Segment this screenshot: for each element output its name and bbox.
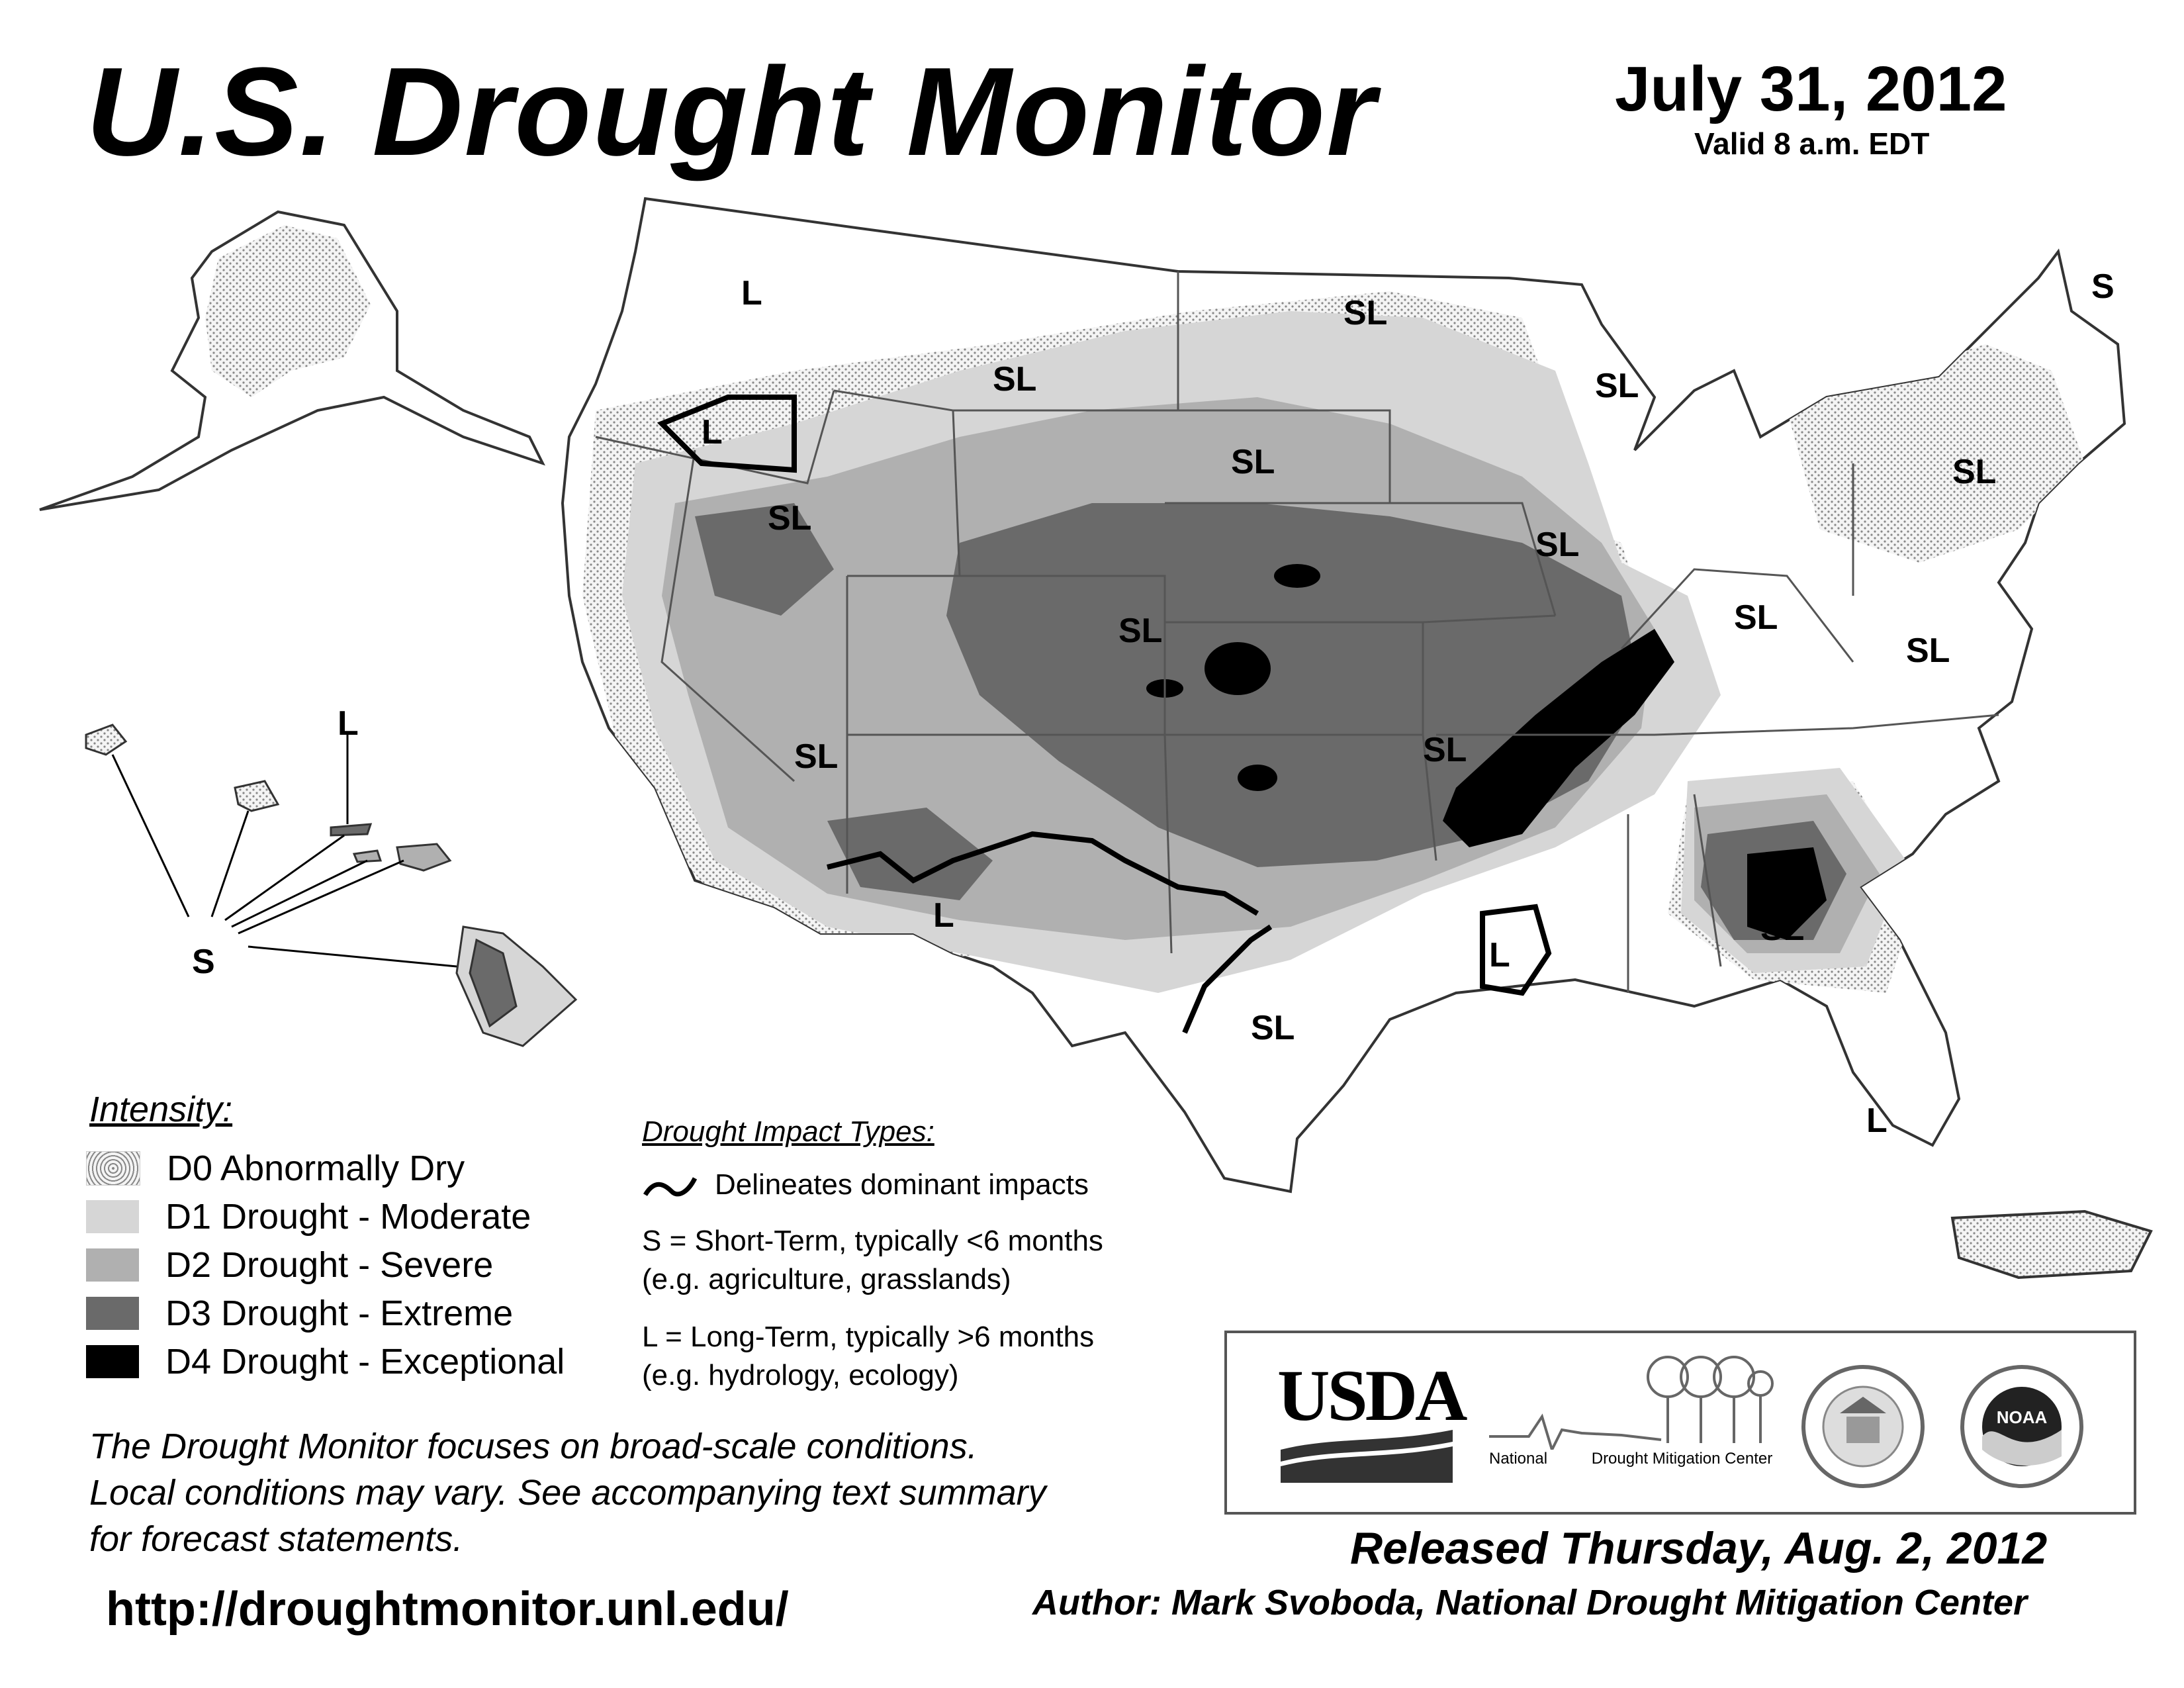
release-date: Released Thursday, Aug. 2, 2012 (1350, 1523, 2048, 1573)
svg-text:NOAA: NOAA (1997, 1407, 2048, 1427)
ndmc-logo-text: National Drought Mitigation Center (1489, 1450, 1772, 1468)
impact-line-texas (1182, 924, 1273, 1034)
label-texas: SL (1251, 1009, 1295, 1047)
intensity-legend-title: Intensity: (89, 1090, 233, 1129)
d4-swatch (86, 1345, 139, 1378)
commerce-seal-icon (1801, 1365, 1925, 1488)
d4-area-oklahoma (1238, 765, 1277, 791)
note-line-3: for forecast statements. (89, 1519, 463, 1559)
d3-area-southwest (827, 808, 993, 900)
d3-area-plains (946, 503, 1641, 867)
impact-types-title: Drought Impact Types: (642, 1115, 934, 1148)
legend-item-d4: D4 Drought - Exceptional (86, 1342, 565, 1382)
label-alaska: L (741, 274, 762, 312)
label-northeast: SL (1952, 453, 1996, 491)
impact-short-term: S = Short-Term, typically <6 months (642, 1225, 1103, 1257)
d4-area-colorado (1205, 642, 1271, 695)
legend-label-d1: D1 Drought - Moderate (165, 1197, 531, 1237)
label-wisconsin: SL (1595, 367, 1639, 405)
d3-area-nevada (695, 503, 834, 616)
label-colorado: SL (1118, 612, 1162, 650)
legend-label-d2: D2 Drought - Severe (165, 1245, 494, 1285)
d0-swatch (86, 1151, 140, 1186)
label-northwest: L (702, 413, 723, 451)
noaa-seal-icon: NOAA (1960, 1365, 2083, 1488)
impact-line-description: Delineates dominant impacts (715, 1168, 1089, 1201)
ndmc-right: Drought Mitigation Center (1591, 1450, 1773, 1468)
legend-label-d3: D3 Drought - Extreme (165, 1293, 514, 1333)
legend-item-d2: D2 Drought - Severe (86, 1245, 493, 1285)
d1-swatch (86, 1200, 139, 1233)
website-link[interactable]: http://droughtmonitor.unl.edu/ (106, 1583, 789, 1636)
usda-logo: USDA (1277, 1355, 1467, 1436)
d4-area-georgia (1747, 847, 1827, 940)
label-georgia: SL (1760, 910, 1804, 948)
usda-stripes-icon (1281, 1430, 1453, 1483)
label-hawaii-short: S (192, 943, 215, 981)
impact-long-term-examples: (e.g. hydrology, ecology) (642, 1359, 959, 1391)
disclaimer-note: The Drought Monitor focuses on broad-sca… (89, 1423, 1214, 1562)
label-arizona: SL (794, 737, 838, 776)
hawaii-pointer-lines (111, 735, 457, 968)
legend-item-d0: D0 Abnormally Dry (86, 1149, 465, 1188)
label-hawaii-long: L (338, 704, 359, 743)
label-arkansas: SL (1423, 731, 1467, 769)
legend-item-d3: D3 Drought - Extreme (86, 1293, 513, 1333)
puerto-rico-outline (1950, 1209, 2153, 1280)
d3-swatch (86, 1297, 139, 1330)
impact-short-term-examples: (e.g. agriculture, grasslands) (642, 1263, 1011, 1295)
legend-label-d4: D4 Drought - Exceptional (165, 1342, 565, 1382)
legend-label-d0: D0 Abnormally Dry (167, 1149, 465, 1188)
page-title: U.S. Drought Monitor (86, 42, 1377, 182)
label-florida: L (1866, 1102, 1888, 1140)
label-maine: S (2091, 267, 2115, 306)
note-line-1: The Drought Monitor focuses on broad-sca… (89, 1427, 978, 1466)
d4-area-midwest (1443, 629, 1674, 847)
impact-line-icon (643, 1177, 698, 1197)
impact-line-louisiana (1480, 904, 1552, 996)
impact-labels: L L S L SL SL SL SL SL S SL SL SL SL SL … (192, 267, 2115, 1140)
impact-delineations (657, 395, 1552, 1034)
ndmc-left: National (1489, 1450, 1548, 1468)
author: Author: Mark Svoboda, National Drought M… (1032, 1583, 2027, 1622)
label-maryland: SL (1906, 632, 1950, 670)
label-north-dakota: SL (1343, 294, 1387, 332)
state-borders (595, 271, 1999, 993)
impact-line-northwest (657, 395, 797, 473)
hawaii-islands (85, 724, 578, 1047)
label-montana: SL (993, 360, 1036, 399)
d2-swatch (86, 1248, 139, 1282)
map-date: July 31, 2012 (1615, 54, 2007, 124)
label-ohio: SL (1734, 598, 1778, 637)
d0-area-northeast (1787, 344, 2085, 563)
label-louisiana: L (1489, 936, 1510, 974)
legend-item-d1: D1 Drought - Moderate (86, 1197, 531, 1237)
label-great-basin: SL (768, 499, 811, 538)
label-south-dakota: SL (1231, 443, 1275, 481)
valid-time: Valid 8 a.m. EDT (1694, 126, 1930, 161)
d4-area-nebraska (1274, 564, 1320, 588)
label-new-mexico: L (933, 896, 954, 935)
note-line-2: Local conditions may vary. See accompany… (89, 1473, 1046, 1513)
impact-line-southwest (827, 831, 1259, 916)
alaska-d0 (205, 225, 371, 397)
ndmc-trees-icon (1489, 1356, 1774, 1450)
label-iowa: SL (1535, 526, 1579, 564)
impact-long-term: L = Long-Term, typically >6 months (642, 1321, 1095, 1353)
